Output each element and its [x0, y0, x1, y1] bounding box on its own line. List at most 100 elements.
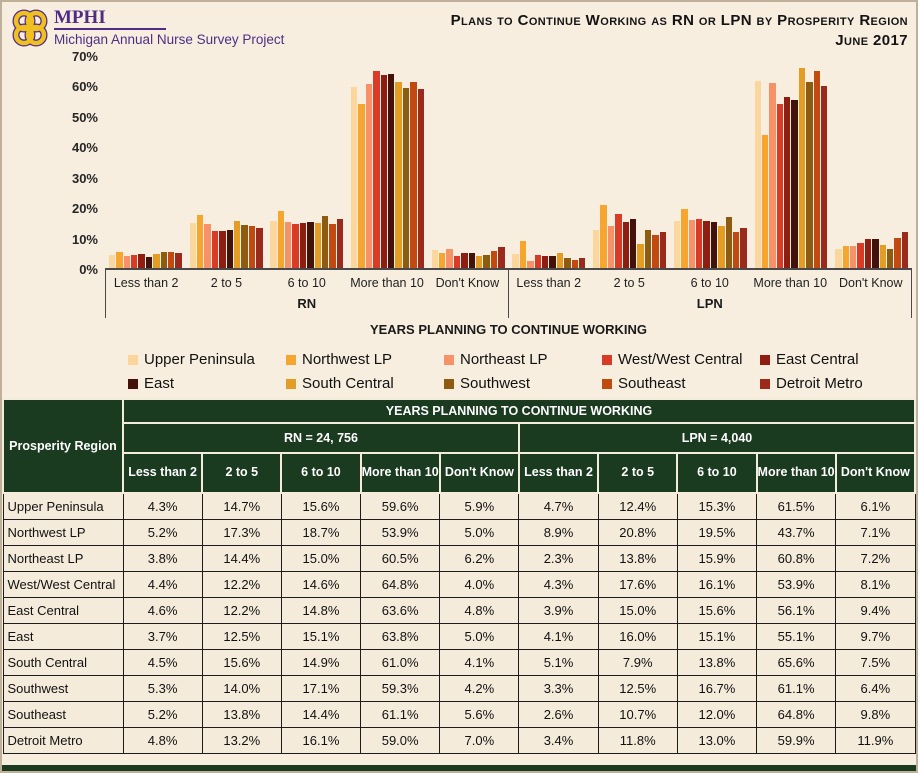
table-value-cell: 5.2% — [122, 518, 203, 546]
legend-item: East — [128, 375, 286, 392]
table-value-cell: 9.7% — [835, 622, 916, 650]
axis-label-band: Less than 2 2 to 5 6 to 10 More than 10 Don'… — [509, 270, 912, 318]
table-row: Detroit Metro 4.8% 13.2% 16.1% 59.0% 7.0% 3.4%… — [2, 726, 916, 754]
table-region-cell: Southeast — [2, 700, 124, 728]
bar — [256, 227, 263, 268]
legend-swatch — [602, 378, 612, 389]
bar — [718, 226, 725, 268]
bar — [116, 252, 123, 268]
bar — [395, 82, 402, 268]
table-col-header: 2 to 5 — [201, 452, 283, 494]
legend-item: Southwest — [444, 375, 602, 392]
y-tick-label: 0% — [79, 262, 98, 277]
bar — [490, 251, 498, 268]
table-value-cell: 61.5% — [755, 492, 837, 520]
legend-label: Northeast LP — [460, 351, 548, 368]
y-tick-label: 40% — [71, 140, 98, 156]
bar — [695, 219, 703, 268]
table-value-cell: 5.6% — [439, 700, 520, 728]
bar — [673, 221, 681, 268]
bar — [769, 83, 776, 268]
table-value-cell: 5.1% — [518, 648, 599, 676]
table-col-header: Don't Know — [834, 452, 916, 494]
bar — [622, 222, 630, 268]
y-tick-label: 60% — [71, 79, 98, 95]
bar — [564, 258, 571, 268]
table-value-cell: 61.1% — [755, 674, 837, 702]
legend-swatch — [128, 378, 138, 389]
table-value-cell: 11.8% — [597, 726, 678, 754]
bar — [365, 83, 373, 268]
bar — [446, 249, 453, 268]
table-region-cell: East — [2, 622, 124, 650]
y-tick-label: 10% — [71, 231, 98, 247]
table-value-cell: 61.1% — [360, 700, 441, 728]
table-row: East 3.7% 12.5% 15.1% 63.8% 5.0% 4.1% 16.0% 15.1… — [2, 622, 916, 650]
table-value-cell: 16.7% — [676, 674, 758, 702]
bar — [607, 226, 615, 268]
bar — [233, 220, 241, 268]
table-value-cell: 59.0% — [360, 726, 441, 754]
logo-subtitle: Michigan Annual Nurse Survey Project — [54, 31, 285, 47]
table-value-cell: 59.9% — [755, 726, 837, 754]
bar — [292, 223, 299, 268]
legend-item: Southeast — [602, 375, 760, 392]
bar — [307, 222, 314, 268]
bar — [541, 256, 549, 268]
table-value-cell: 6.2% — [439, 544, 520, 572]
table-value-cell: 7.0% — [439, 726, 520, 754]
table-value-cell: 6.4% — [835, 674, 916, 702]
bar-group — [428, 57, 509, 268]
table-value-cell: 16.1% — [676, 570, 758, 598]
legend-swatch — [602, 354, 612, 365]
table-region-cell: West/West Central — [2, 570, 124, 598]
section-label: LPN — [696, 296, 723, 311]
table-row: Northeast LP 3.8% 14.4% 15.0% 60.5% 6.2% 2.3% 1… — [2, 544, 916, 572]
table-value-cell: 12.0% — [676, 700, 758, 728]
bar-group — [831, 57, 912, 268]
legend-item: Northwest LP — [286, 351, 444, 368]
bar — [703, 220, 710, 268]
table-region-cell: Upper Peninsula — [2, 492, 124, 520]
table-value-cell: 12.2% — [201, 570, 282, 598]
legend-item: Northeast LP — [444, 351, 602, 368]
table-value-cell: 4.8% — [122, 726, 203, 754]
table-value-cell: 65.6% — [755, 648, 837, 676]
bar — [857, 243, 864, 268]
table-value-cell: 55.1% — [755, 622, 837, 650]
y-tick-label: 70% — [71, 49, 98, 64]
bar — [806, 82, 813, 268]
table-value-cell: 7.1% — [835, 518, 916, 546]
legend-item: East Central — [760, 351, 916, 368]
table-header-years: YEARS PLANNING TO CONTINUE WORKING — [122, 398, 916, 424]
table-value-cell: 15.9% — [676, 544, 758, 572]
bar — [358, 104, 365, 268]
bar — [732, 231, 740, 268]
bar-chart: Less than 2 2 to 5 6 to 10 More than 10 Don'… — [105, 57, 912, 318]
mphi-logo: MPHI Michigan Annual Nurse Survey Projec… — [10, 8, 284, 48]
category-label: Less than 2 — [516, 276, 582, 290]
x-axis-title: YEARS PLANNING TO CONTINUE WORKING — [369, 322, 648, 337]
report-title-line1: Plans to Continue Working as RN or LPN b… — [450, 12, 908, 29]
bar — [380, 74, 387, 268]
table-value-cell: 13.2% — [201, 726, 282, 754]
table-row: Southwest 5.3% 14.0% 17.1% 59.3% 4.2% 3.3% 12.5… — [2, 674, 916, 702]
bar — [600, 204, 607, 268]
bar — [410, 82, 417, 268]
bar-group — [670, 57, 751, 268]
bar — [241, 225, 248, 268]
table-region-cell: Northeast LP — [2, 544, 124, 572]
bar — [630, 219, 637, 268]
table-value-cell: 61.0% — [360, 648, 441, 676]
bar — [417, 88, 424, 268]
bar — [131, 254, 138, 268]
table-value-cell: 2.3% — [518, 544, 599, 572]
bar — [681, 208, 688, 268]
table-value-cell: 14.8% — [280, 596, 362, 624]
legend-label: Southwest — [460, 375, 531, 392]
bar — [894, 238, 901, 268]
bar — [813, 70, 821, 268]
legend-label: Upper Peninsula — [144, 351, 255, 368]
table-value-cell: 15.6% — [201, 648, 282, 676]
